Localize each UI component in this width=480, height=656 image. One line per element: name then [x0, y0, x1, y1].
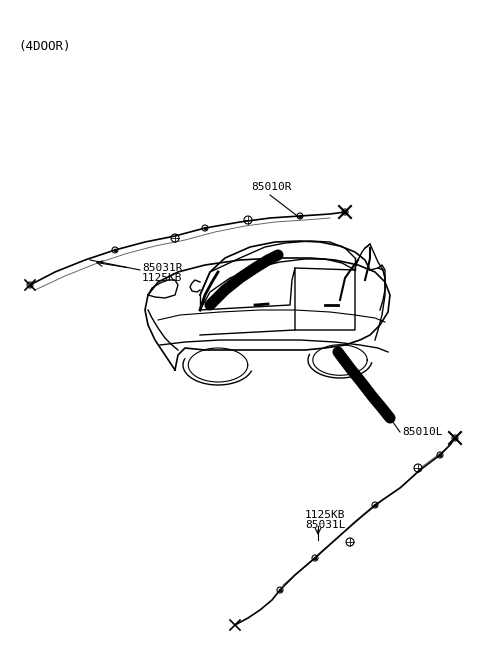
- Text: (4DOOR): (4DOOR): [18, 40, 71, 53]
- Text: 85031L: 85031L: [305, 520, 346, 530]
- Text: 1125KB: 1125KB: [305, 510, 346, 520]
- Text: 1125KB: 1125KB: [142, 273, 182, 283]
- Text: 85010R: 85010R: [252, 182, 292, 192]
- Text: 85010L: 85010L: [402, 427, 443, 437]
- Text: 85031R: 85031R: [142, 263, 182, 273]
